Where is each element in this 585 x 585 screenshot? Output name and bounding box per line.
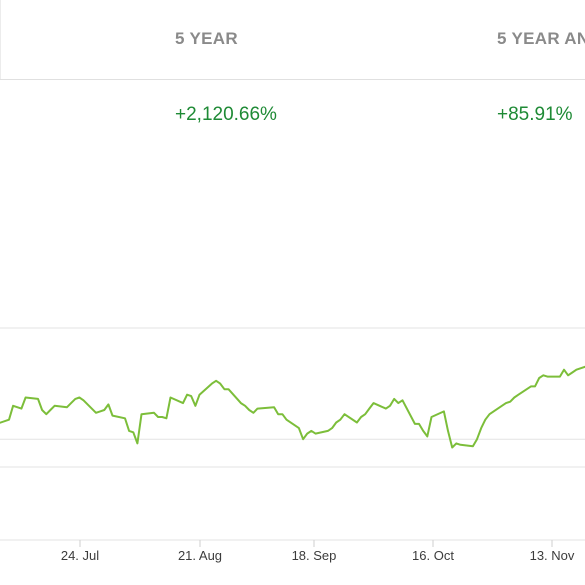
x-axis: 24. Jul 21. Aug 18. Sep 16. Oct 13. Nov (0, 539, 585, 563)
return-value-5-year-annualized: +85.91% (497, 104, 573, 125)
returns-header-row: 5 YEAR 5 YEAR AN (0, 0, 585, 80)
chart-series (0, 365, 585, 449)
price-series-line[interactable] (0, 365, 585, 449)
x-tick-label: 21. Aug (178, 548, 222, 563)
x-tick-label: 16. Oct (412, 548, 454, 563)
x-tick-label: 18. Sep (292, 548, 337, 563)
x-tick-label: 24. Jul (61, 548, 99, 563)
column-divider (0, 0, 1, 79)
x-tick-label: 13. Nov (530, 548, 575, 563)
price-line-chart[interactable]: 24. Jul 21. Aug 18. Sep 16. Oct 13. Nov (0, 300, 585, 585)
column-header-5-year-annualized[interactable]: 5 YEAR AN (497, 29, 585, 48)
column-header-5-year[interactable]: 5 YEAR (175, 29, 238, 48)
return-value-5-year: +2,120.66% (175, 104, 277, 125)
chart-gridlines (0, 327, 585, 468)
